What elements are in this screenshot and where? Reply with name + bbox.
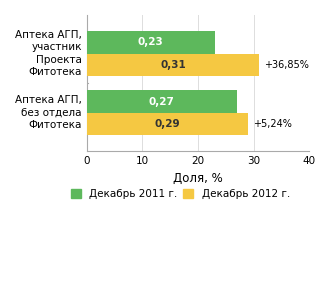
Text: 0,27: 0,27 bbox=[149, 97, 175, 106]
Legend: Декабрь 2011 г., Декабрь 2012 г.: Декабрь 2011 г., Декабрь 2012 г. bbox=[67, 185, 294, 204]
Text: 0,31: 0,31 bbox=[160, 60, 186, 70]
Bar bbox=[87, 54, 259, 76]
Text: +5,24%: +5,24% bbox=[253, 119, 292, 129]
Bar bbox=[87, 113, 248, 135]
X-axis label: Доля, %: Доля, % bbox=[173, 172, 223, 185]
Text: +36,85%: +36,85% bbox=[264, 60, 309, 70]
Bar bbox=[87, 90, 237, 113]
Text: 0,23: 0,23 bbox=[138, 37, 164, 47]
Text: 0,29: 0,29 bbox=[155, 119, 180, 129]
Bar bbox=[87, 31, 215, 54]
